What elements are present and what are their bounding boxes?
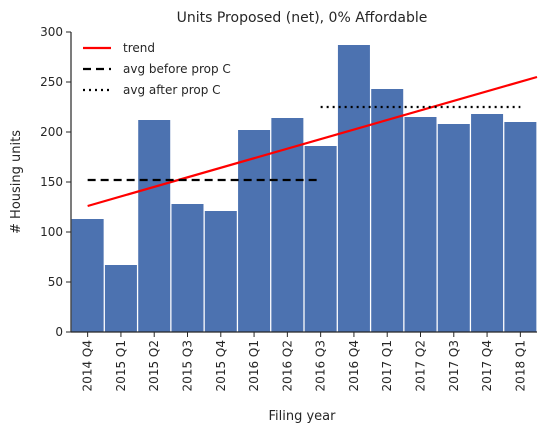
x-tick-label-2017-q2: 2017 Q2	[414, 340, 428, 391]
x-tick-label-2017-q4: 2017 Q4	[480, 340, 494, 391]
bars-group	[71, 45, 537, 332]
line-trend	[87, 75, 538, 208]
bar-2016-q1	[238, 130, 271, 332]
bar-2017-q3	[437, 124, 470, 332]
y-tick-label-200: 200	[40, 125, 63, 139]
x-tick-label-2016-q4: 2016 Q4	[347, 340, 361, 391]
x-tick-label-2016-q2: 2016 Q2	[280, 340, 294, 391]
bar-2016-q3	[304, 146, 337, 332]
x-tick-label-2014-q4: 2014 Q4	[81, 340, 95, 391]
x-tick-label-2016-q1: 2016 Q1	[247, 340, 261, 391]
bar-2017-q1	[371, 89, 404, 332]
y-tick-label-250: 250	[40, 75, 63, 89]
x-axis-label: Filing year	[269, 409, 337, 424]
x-tick-label-2015-q3: 2015 Q3	[181, 340, 195, 391]
chart-title: Units Proposed (net), 0% Affordable	[177, 10, 428, 26]
bar-2015-q4	[204, 211, 237, 332]
bar-2016-q4	[337, 45, 370, 332]
y-tick-label-0: 0	[55, 325, 63, 339]
bar-2014-q4	[71, 219, 104, 332]
x-tick-label-2018-q1: 2018 Q1	[513, 340, 527, 391]
x-tick-label-2016-q3: 2016 Q3	[314, 340, 328, 391]
bar-2016-q2	[271, 118, 304, 332]
y-tick-label-100: 100	[40, 225, 63, 239]
reference-lines-group	[87, 75, 538, 208]
legend-label-trend: trend	[123, 41, 155, 55]
x-tick-label-2017-q1: 2017 Q1	[380, 340, 394, 391]
legend-label-avg-before-prop-c: avg before prop C	[123, 62, 231, 76]
bar-2018-q1	[504, 122, 537, 332]
bar-2015-q3	[171, 204, 204, 332]
x-tick-label-2015-q2: 2015 Q2	[147, 340, 161, 391]
bar-2017-q4	[471, 114, 504, 332]
bar-2017-q2	[404, 117, 437, 332]
y-tick-label-150: 150	[40, 175, 63, 189]
y-tick-label-50: 50	[48, 275, 63, 289]
x-axis: 2014 Q4 2015 Q1 2015 Q2 2015 Q3 2015 Q4 2016 …	[81, 332, 527, 391]
y-axis: 0 50 100 150 200 250 300	[40, 25, 71, 339]
legend: trend avg before prop C avg after prop C	[83, 41, 231, 97]
y-axis-label: # Housing units	[9, 130, 24, 234]
x-tick-label-2015-q4: 2015 Q4	[214, 340, 228, 391]
x-tick-label-2017-q3: 2017 Q3	[447, 340, 461, 391]
bar-2015-q1	[104, 265, 137, 332]
x-tick-label-2015-q1: 2015 Q1	[114, 340, 128, 391]
legend-label-avg-after-prop-c: avg after prop C	[123, 83, 221, 97]
y-tick-label-300: 300	[40, 25, 63, 39]
bar-2015-q2	[138, 120, 171, 332]
